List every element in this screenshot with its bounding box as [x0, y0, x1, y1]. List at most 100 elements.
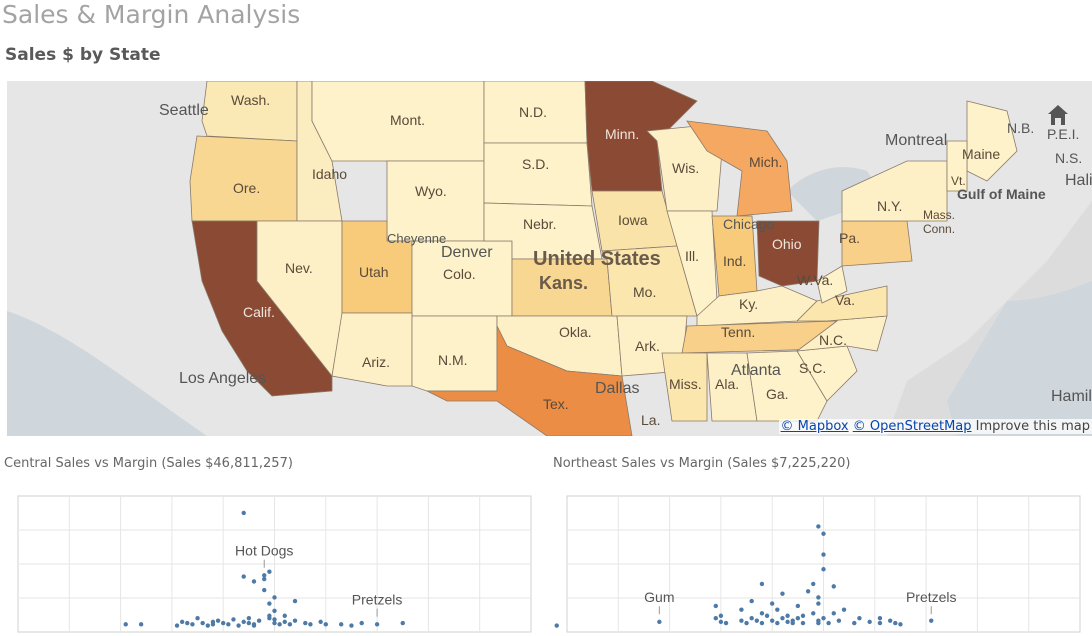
northeast-data-point[interactable] [770, 618, 775, 623]
state-miss[interactable] [661, 352, 708, 422]
central-data-point[interactable] [267, 601, 272, 606]
northeast-data-point[interactable] [759, 620, 765, 626]
central-scatter-chart[interactable]: Hot Dogs Pretzels [17, 495, 532, 633]
central-data-point[interactable] [292, 598, 298, 604]
map-canvas[interactable]: Wash. Ore. Calif. Idaho Nev. Mont. Wyo. … [7, 81, 1092, 436]
central-data-point[interactable] [349, 623, 354, 628]
northeast-data-point[interactable] [795, 616, 801, 621]
central-data-point[interactable] [272, 617, 277, 622]
central-data-point[interactable] [318, 619, 323, 625]
northeast-data-point[interactable] [852, 620, 857, 626]
northeast-data-point[interactable] [805, 589, 811, 594]
northeast-data-point[interactable] [821, 552, 826, 557]
sales-by-state-map[interactable]: Wash. Ore. Calif. Idaho Nev. Mont. Wyo. … [7, 81, 1092, 436]
northeast-data-point[interactable] [739, 618, 744, 623]
northeast-data-point[interactable] [898, 622, 903, 627]
osm-attribution-link[interactable]: © OpenStreetMap [852, 419, 972, 434]
northeast-data-point[interactable] [816, 601, 821, 606]
northeast-data-point[interactable] [857, 616, 862, 621]
northeast-data-point[interactable] [723, 620, 729, 626]
northeast-data-point[interactable] [811, 581, 816, 587]
home-reset-button[interactable] [1044, 101, 1072, 129]
central-data-point[interactable] [282, 613, 287, 618]
northeast-data-point[interactable] [836, 618, 842, 623]
northeast-data-point[interactable] [795, 603, 801, 609]
northeast-data-point[interactable] [877, 620, 883, 626]
central-data-point[interactable] [267, 569, 272, 574]
northeast-data-point[interactable] [800, 613, 806, 618]
central-data-point[interactable] [185, 620, 190, 626]
northeast-data-point[interactable] [780, 591, 785, 596]
northeast-data-point[interactable] [775, 607, 780, 612]
state-tex[interactable] [426, 325, 633, 436]
northeast-data-point[interactable] [780, 616, 785, 621]
central-data-point[interactable] [200, 620, 205, 626]
central-data-point[interactable] [195, 616, 200, 621]
central-data-point[interactable] [246, 616, 252, 621]
northeast-data-point[interactable] [554, 623, 559, 628]
northeast-data-point[interactable] [929, 618, 934, 623]
central-data-point[interactable] [215, 618, 221, 623]
northeast-data-point[interactable] [811, 611, 816, 616]
northeast-data-point[interactable] [713, 603, 718, 609]
central-data-point[interactable] [231, 617, 236, 622]
northeast-data-point[interactable] [877, 616, 883, 621]
state-ga[interactable] [746, 350, 828, 422]
northeast-data-point[interactable] [770, 601, 775, 606]
central-data-point[interactable] [272, 608, 277, 614]
northeast-data-point[interactable] [713, 616, 718, 621]
state-mich[interactable] [686, 120, 793, 217]
northeast-data-point[interactable] [821, 567, 826, 572]
central-data-point[interactable] [262, 587, 267, 593]
northeast-data-point[interactable] [754, 618, 760, 623]
central-data-point[interactable] [277, 622, 282, 627]
northeast-data-point[interactable] [749, 616, 754, 621]
central-data-point[interactable] [308, 622, 313, 627]
central-data-point[interactable] [241, 510, 246, 516]
northeast-data-point[interactable] [816, 595, 821, 600]
central-data-point[interactable] [256, 618, 262, 623]
northeast-data-point[interactable] [749, 598, 754, 604]
northeast-data-point[interactable] [887, 618, 893, 623]
northeast-data-point[interactable] [718, 613, 724, 618]
northeast-scatter-chart[interactable]: Gum Pretzels [554, 495, 1081, 633]
state-vt[interactable] [946, 140, 968, 192]
central-data-point[interactable] [287, 622, 293, 627]
northeast-data-point[interactable] [785, 619, 790, 625]
central-data-point[interactable] [272, 595, 277, 600]
central-data-point[interactable] [282, 619, 287, 625]
central-data-point[interactable] [246, 620, 252, 626]
central-data-point[interactable] [272, 620, 277, 626]
central-data-point[interactable] [205, 623, 211, 628]
central-data-point[interactable] [241, 619, 246, 625]
northeast-data-point[interactable] [744, 620, 749, 626]
central-data-point[interactable] [226, 622, 231, 627]
northeast-data-point[interactable] [821, 616, 826, 621]
state-wva[interactable] [816, 265, 848, 304]
central-data-point[interactable] [221, 620, 226, 626]
central-data-point[interactable] [292, 618, 298, 623]
central-data-point[interactable] [123, 622, 128, 627]
northeast-data-point[interactable] [831, 611, 836, 616]
central-data-point[interactable] [262, 576, 267, 582]
northeast-data-point[interactable] [785, 613, 790, 618]
northeast-data-point[interactable] [764, 613, 770, 618]
northeast-data-point[interactable] [893, 620, 898, 626]
central-data-point[interactable] [138, 622, 144, 627]
state-ariz[interactable] [331, 312, 413, 387]
central-data-point[interactable] [179, 619, 185, 625]
central-data-point[interactable] [359, 620, 364, 626]
central-data-point[interactable] [262, 573, 267, 578]
central-data-point[interactable] [323, 622, 328, 627]
state-sd[interactable] [483, 142, 593, 207]
northeast-data-point[interactable] [718, 619, 724, 625]
central-data-point[interactable] [236, 623, 241, 628]
northeast-data-point[interactable] [657, 619, 662, 625]
northeast-data-point[interactable] [816, 524, 821, 529]
mapbox-attribution-link[interactable]: © Mapbox [780, 419, 849, 434]
central-data-point[interactable] [174, 623, 180, 628]
northeast-data-point[interactable] [739, 607, 744, 612]
state-ohio[interactable] [756, 220, 820, 287]
state-wash[interactable] [201, 81, 298, 142]
northeast-data-point[interactable] [775, 620, 780, 626]
